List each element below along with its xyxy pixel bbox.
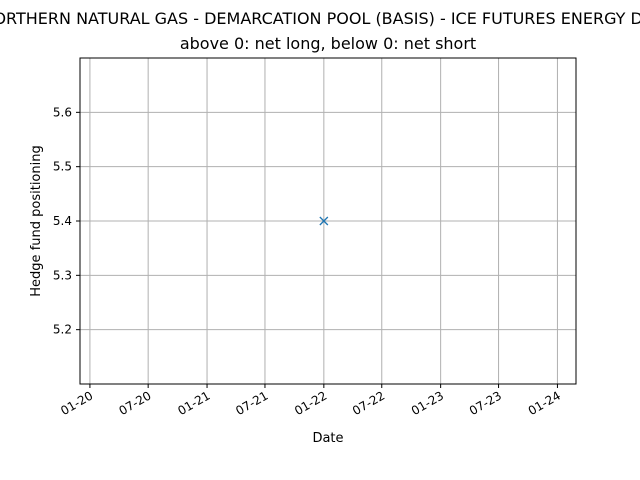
x-tick-label: 01-22 [292, 388, 329, 418]
x-tick-label: 07-21 [233, 388, 270, 418]
y-axis-label: Hedge fund positioning [29, 145, 44, 296]
y-tick-label: 5.2 [53, 323, 72, 337]
data-points [319, 216, 329, 226]
x-tick-label: 01-24 [526, 388, 563, 418]
y-tick-label: 5.5 [53, 160, 72, 174]
y-tick-label: 5.6 [53, 105, 72, 119]
y-axis: 5.2 5.3 5.4 5.5 5.6 [53, 105, 80, 337]
x-tick-label: 01-21 [175, 388, 212, 418]
x-tick-label: 07-23 [467, 388, 504, 418]
x-tick-label: 07-22 [350, 388, 387, 418]
y-tick-label: 5.3 [53, 268, 72, 282]
chart-subtitle: above 0: net long, below 0: net short [180, 34, 476, 53]
y-tick-label: 5.4 [53, 214, 72, 228]
grid [80, 58, 576, 384]
data-point [319, 216, 329, 226]
x-axis: 01-20 07-20 01-21 07-21 01-22 07-22 01-23 07-23… [58, 384, 563, 418]
x-tick-label: 01-23 [409, 388, 446, 418]
x-tick-label: 07-20 [116, 388, 153, 418]
x-tick-label: 01-20 [58, 388, 95, 418]
chart-title: NORTHERN NATURAL GAS - DEMARCATION POOL … [0, 9, 640, 28]
x-axis-label: Date [312, 431, 343, 446]
